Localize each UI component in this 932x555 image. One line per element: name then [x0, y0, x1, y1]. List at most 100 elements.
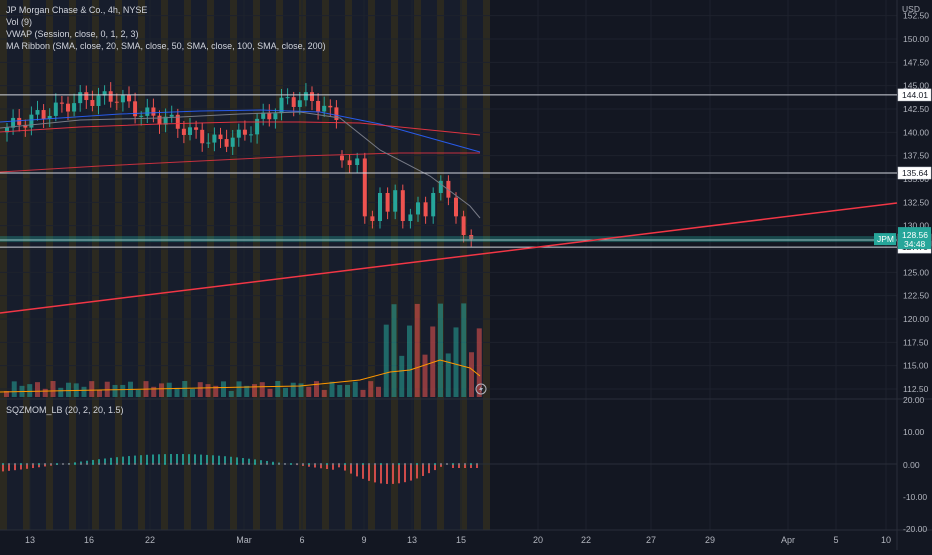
osc-tick-label: 10.00 [903, 427, 925, 437]
osc-bar [146, 455, 148, 464]
session-band [191, 0, 207, 530]
osc-squeeze-dot [230, 463, 232, 465]
candle-body [133, 101, 137, 116]
osc-squeeze-dot [416, 463, 418, 465]
candle-body [237, 130, 241, 138]
osc-squeeze-dot [290, 463, 292, 465]
osc-squeeze-dot [122, 463, 124, 465]
price-tick-label: 112.50 [903, 384, 929, 394]
osc-squeeze-dot [470, 463, 472, 465]
osc-squeeze-dot [422, 463, 424, 465]
candle-body [408, 214, 412, 221]
volume-bar [198, 382, 203, 397]
candle-body [310, 92, 314, 101]
osc-squeeze-dot [182, 463, 184, 465]
volume-legend[interactable]: Vol (9) [6, 16, 326, 28]
candle-body [298, 100, 302, 107]
volume-bar [275, 381, 280, 397]
osc-squeeze-dot [446, 463, 448, 465]
osc-squeeze-dot [392, 463, 394, 465]
osc-squeeze-dot [128, 463, 130, 465]
osc-squeeze-dot [26, 463, 28, 465]
osc-squeeze-dot [146, 463, 148, 465]
volume-bar [175, 388, 180, 397]
session-band [345, 0, 352, 530]
osc-squeeze-dot [368, 463, 370, 465]
osc-bar [194, 454, 196, 464]
currency-label: USD [902, 4, 920, 14]
session-band [276, 0, 283, 530]
volume-bar [469, 352, 474, 397]
osc-squeeze-dot [164, 463, 166, 465]
candle-body [139, 116, 143, 117]
price-tick-label: 115.00 [903, 361, 929, 371]
volume-bar [113, 385, 118, 397]
osc-bar [128, 456, 130, 464]
candle-body [212, 135, 216, 143]
oscillator-legend[interactable]: SQZMOM_LB (20, 2, 20, 1.5) [6, 405, 124, 415]
session-band [414, 0, 421, 530]
osc-squeeze-dot [224, 463, 226, 465]
osc-squeeze-dot [170, 463, 172, 465]
price-tick-label: 125.00 [903, 267, 929, 277]
osc-squeeze-dot [302, 463, 304, 465]
osc-squeeze-dot [404, 463, 406, 465]
candle-body [36, 110, 40, 115]
osc-squeeze-dot [56, 463, 58, 465]
osc-squeeze-dot [206, 463, 208, 465]
osc-bar [134, 456, 136, 464]
osc-bar [2, 464, 4, 471]
osc-squeeze-dot [20, 463, 22, 465]
time-tick-label: 29 [705, 535, 715, 545]
osc-squeeze-dot [236, 463, 238, 465]
time-tick-label: Apr [781, 535, 795, 545]
volume-bar [306, 387, 311, 397]
volume-bar [51, 381, 56, 397]
osc-squeeze-dot [188, 463, 190, 465]
volume-bar [353, 382, 358, 397]
osc-bar [362, 464, 364, 479]
time-tick-label: 22 [145, 535, 155, 545]
volume-bar [415, 304, 420, 397]
volume-bar [268, 389, 273, 397]
osc-bar [368, 464, 370, 481]
candle-body [200, 130, 204, 143]
countdown-text: 34:48 [904, 239, 926, 249]
osc-bar [116, 457, 118, 464]
vwap-legend[interactable]: VWAP (Session, close, 0, 1, 2, 3) [6, 28, 326, 40]
volume-bar [260, 382, 265, 397]
osc-squeeze-dot [476, 463, 478, 465]
time-tick-label: 13 [407, 535, 417, 545]
osc-bar [422, 464, 424, 476]
session-band [46, 0, 53, 530]
price-tick-label: 150.00 [903, 34, 929, 44]
osc-tick-label: -10.00 [903, 492, 927, 502]
candle-body [188, 127, 192, 135]
osc-squeeze-dot [50, 463, 52, 465]
time-tick-label: 16 [84, 535, 94, 545]
session-band [253, 0, 260, 530]
osc-bar [8, 464, 10, 471]
candle-body [267, 113, 271, 120]
candle-body [462, 216, 466, 235]
level-badge-top-text: 144.01 [902, 90, 928, 100]
symbol-legend[interactable]: JP Morgan Chase & Co., 4h, NYSE [6, 4, 326, 16]
session-band [168, 0, 184, 530]
ma-ribbon-legend[interactable]: MA Ribbon (SMA, close, 20, SMA, close, 5… [6, 40, 326, 52]
osc-bar [176, 454, 178, 464]
osc-squeeze-dot [356, 463, 358, 465]
session-band [352, 0, 368, 530]
candle-body [72, 103, 76, 111]
osc-squeeze-dot [344, 463, 346, 465]
candle-body [355, 158, 359, 165]
session-band [214, 0, 230, 530]
osc-tick-label: 20.00 [903, 395, 925, 405]
osc-squeeze-dot [194, 463, 196, 465]
candle-body [109, 91, 113, 101]
osc-tick-label: -20.00 [903, 524, 927, 534]
price-tick-label: 117.50 [903, 337, 929, 347]
volume-bar [35, 382, 40, 397]
